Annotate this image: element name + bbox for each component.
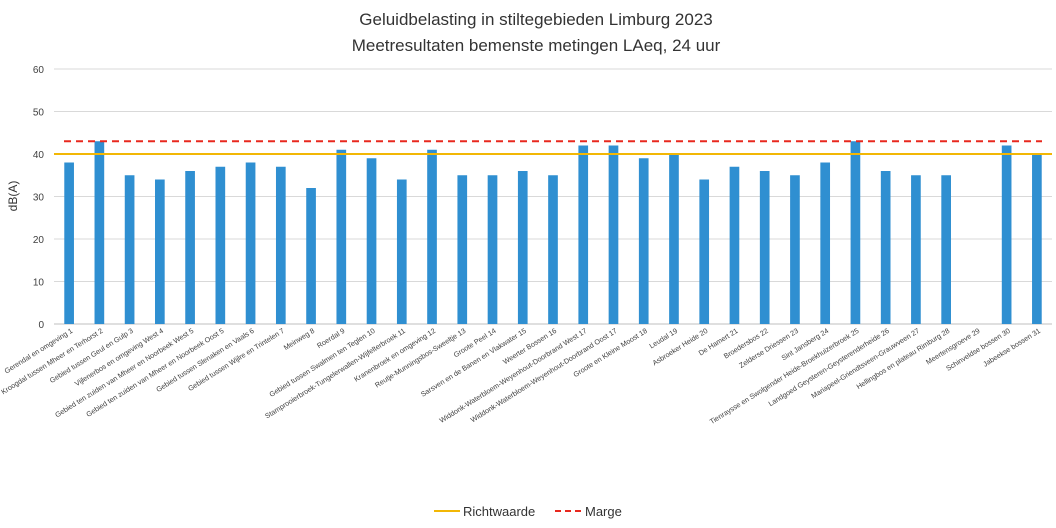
bar	[790, 175, 800, 324]
bar	[548, 175, 558, 324]
bar	[215, 166, 226, 324]
chart-title: Geluidbelasting in stiltegebieden Limbur…	[359, 10, 712, 29]
bar	[185, 171, 195, 324]
y-tick-label: 20	[33, 235, 45, 246]
bar	[366, 158, 377, 324]
y-tick-label: 30	[33, 193, 45, 204]
y-tick-label: 0	[38, 320, 44, 331]
legend-marge-label: Marge	[585, 504, 622, 519]
x-tick-label: Jabeekse bossen 31	[981, 326, 1042, 369]
bar	[911, 175, 921, 324]
bar	[669, 154, 679, 324]
bar	[1032, 154, 1042, 324]
bar	[487, 175, 498, 324]
reference-lines	[54, 140, 1052, 155]
bar	[245, 162, 256, 324]
bar	[759, 171, 770, 324]
y-tick-label: 10	[33, 278, 45, 289]
bar	[699, 179, 710, 324]
bar	[578, 145, 589, 324]
y-axis-ticks: 0 10 20 30 40 50 60	[33, 65, 45, 331]
y-axis-title: dB(A)	[6, 181, 20, 212]
y-tick-label: 40	[33, 150, 45, 161]
chart-subtitle: Meetresultaten bemenste metingen LAeq, 2…	[352, 36, 721, 55]
bar	[880, 171, 891, 324]
bar	[64, 162, 74, 324]
bar	[396, 179, 407, 324]
y-tick-label: 50	[33, 108, 45, 119]
bar	[457, 175, 468, 324]
bar	[638, 158, 649, 324]
bar	[275, 166, 286, 324]
bar	[729, 166, 740, 324]
bar	[820, 162, 831, 324]
bar	[427, 149, 437, 324]
bar	[306, 188, 316, 324]
legend-richtwaarde-label: Richtwaarde	[463, 504, 535, 519]
bar	[850, 141, 861, 324]
x-tick-label: Gebied ten zuiden van Mheer en Noorbeek …	[84, 326, 225, 419]
bar	[94, 141, 105, 324]
bar	[1001, 145, 1012, 324]
bar	[124, 175, 135, 324]
legend: Richtwaarde Marge	[434, 504, 622, 519]
bar	[336, 149, 347, 324]
y-tick-label: 60	[33, 65, 45, 76]
bar	[941, 175, 951, 324]
bar	[155, 179, 165, 324]
bar-series	[64, 141, 1042, 324]
x-tick-label: Meinweg 8	[282, 326, 316, 352]
bar	[517, 171, 528, 324]
bar	[608, 145, 619, 324]
